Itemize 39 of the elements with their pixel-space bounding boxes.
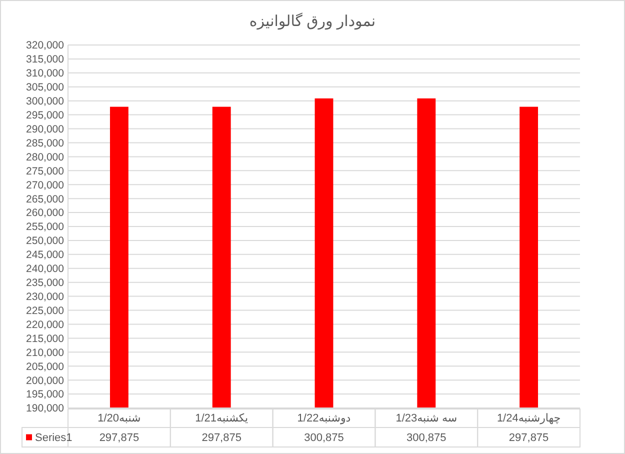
y-tick-label: 305,000 [26,82,64,94]
y-tick-label: 280,000 [26,151,64,164]
y-tick-label: 220,000 [26,318,64,331]
y-tick-label: 270,000 [26,179,64,192]
y-tick-label: 235,000 [26,277,64,290]
y-tick-label: 315,000 [26,54,64,66]
y-tick-label: 215,000 [26,332,64,345]
y-tick-label: 310,000 [26,68,64,80]
x-tick-label: یکشنبه1/21 [195,412,248,425]
y-tick-label: 200,000 [26,374,64,387]
y-tick-label: 230,000 [26,290,64,303]
y-tick-label: 245,000 [26,249,64,262]
y-tick-label: 320,000 [26,40,64,52]
data-label: 300,875 [406,432,446,444]
y-tick-label: 275,000 [26,165,64,178]
y-tick-label: 205,000 [26,360,64,373]
data-label: 297,875 [508,432,549,444]
x-tick-label: سه شنبه1/23 [396,412,458,425]
data-label: 300,875 [304,432,344,444]
y-tick-label: 240,000 [26,263,64,276]
y-tick-label: 285,000 [26,137,64,150]
y-tick-label: 295,000 [26,109,64,122]
chart-title: نمودار ورق گالوانیزه [249,12,376,30]
x-tick-label: چهارشنبه1/24 [496,412,561,425]
y-tick-label: 255,000 [26,221,64,234]
y-tick-label: 250,000 [26,235,64,248]
y-tick-label: 195,000 [26,388,64,401]
y-tick-label: 290,000 [26,123,64,136]
x-tick-label: شنبه1/20 [98,412,141,425]
y-tick-label: 210,000 [26,346,64,359]
x-tick-label: دوشنبه1/22 [297,412,351,425]
y-tick-label: 265,000 [26,193,64,206]
y-tick-label: 190,000 [26,402,64,415]
data-label: 297,875 [99,432,140,444]
y-tick-label: 300,000 [26,96,64,108]
legend-label: Series1 [35,432,72,444]
y-tick-label: 260,000 [26,207,64,220]
data-label: 297,875 [202,432,242,444]
y-tick-label: 225,000 [26,304,64,317]
